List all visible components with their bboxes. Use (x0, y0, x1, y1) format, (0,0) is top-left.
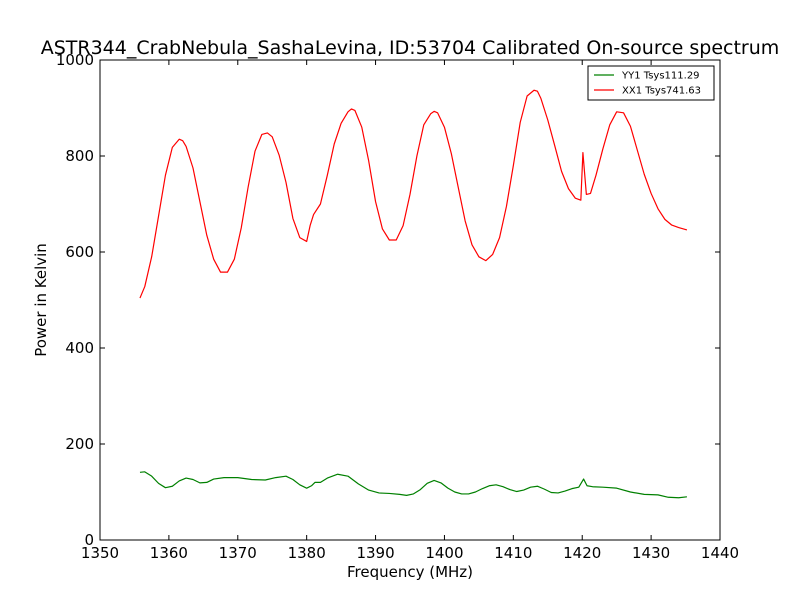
plot-frame (99, 59, 721, 541)
series-line-1 (139, 89, 688, 299)
y-tick-label: 200 (65, 435, 94, 453)
y-tick-label: 400 (65, 339, 94, 357)
x-axis: 1350 1360 1370 1380 1390 1400 1410 1420 1430 1440 (81, 60, 739, 562)
y-axis-label: Power in Kelvin (32, 243, 50, 357)
y-tick-label: 600 (65, 243, 94, 261)
y-tick-label: 800 (65, 147, 94, 165)
y-tick-label: 1000 (56, 51, 94, 69)
x-axis-label: Frequency (MHz) (347, 563, 473, 581)
x-tick-label: 1430 (632, 544, 670, 562)
legend-box (587, 65, 715, 101)
x-tick-label: 1420 (563, 544, 601, 562)
series-line-0 (139, 471, 687, 499)
x-tick-label: 1440 (701, 544, 739, 562)
x-tick-label: 1380 (288, 544, 326, 562)
x-tick-label: 1350 (81, 544, 119, 562)
x-tick-label: 1360 (150, 544, 188, 562)
legend-label-xx1: XX1 Tsys741.63 (622, 86, 701, 97)
legend: YY1 Tsys111.29 XX1 Tsys741.63 (587, 65, 715, 101)
x-tick-label: 1370 (219, 544, 257, 562)
plot-lines (139, 89, 688, 499)
x-tick-label: 1410 (494, 544, 532, 562)
x-tick-label: 1390 (356, 544, 394, 562)
y-axis: 0 200 400 600 800 1000 (56, 51, 720, 549)
chart-title: ASTR344_CrabNebula_SashaLevina, ID:53704… (41, 37, 780, 59)
x-tick-label: 1400 (425, 544, 463, 562)
legend-label-yy1: YY1 Tsys111.29 (621, 71, 700, 82)
y-tick-label: 0 (84, 531, 94, 549)
